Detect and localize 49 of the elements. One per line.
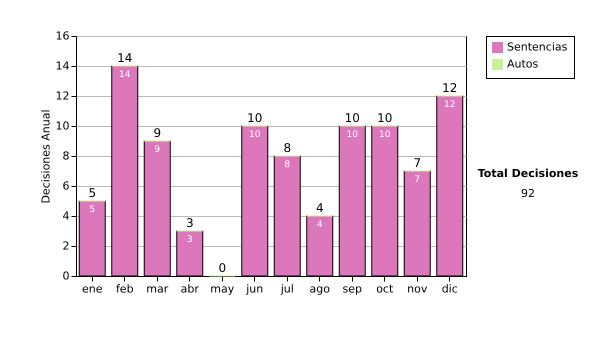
data-label: 5 xyxy=(89,205,96,215)
x-tick-label: feb xyxy=(116,282,134,296)
data-label: 8 xyxy=(284,160,290,170)
data-label: 10 xyxy=(379,130,391,140)
total-label: 7 xyxy=(413,156,422,170)
x-tick-label: ene xyxy=(82,282,103,296)
x-tick-label: nov xyxy=(407,282,428,296)
total-label: 12 xyxy=(442,81,458,95)
x-tick-label: may xyxy=(210,282,235,296)
x-tick-label: mar xyxy=(146,282,169,296)
total-label: 10 xyxy=(377,111,392,125)
data-label: 3 xyxy=(186,235,193,245)
total-label: 4 xyxy=(316,201,324,215)
total-label: 10 xyxy=(344,111,360,125)
x-tick-label: jul xyxy=(280,282,294,296)
y-tick-label: 6 xyxy=(62,180,70,192)
x-tick-label: dic xyxy=(442,282,458,296)
y-tick-label: 2 xyxy=(62,240,70,252)
legend-label: Autos xyxy=(507,58,539,70)
total-label: 3 xyxy=(186,216,194,230)
data-label: 7 xyxy=(414,175,420,185)
x-tick-label: abr xyxy=(180,282,200,296)
x-tick-label: oct xyxy=(376,282,394,296)
legend-label: Sentencias xyxy=(507,40,568,54)
total-label: 8 xyxy=(283,141,292,155)
text: 92 xyxy=(521,187,535,200)
y-tick-label: 10 xyxy=(56,120,70,132)
data-label: 14 xyxy=(119,70,131,80)
data-label: 4 xyxy=(316,220,323,230)
total-label: 10 xyxy=(247,111,262,125)
total-label: 9 xyxy=(153,126,162,140)
y-tick-label: 16 xyxy=(56,30,70,42)
y-tick-label: 12 xyxy=(56,90,70,102)
total-label: 0 xyxy=(218,261,226,275)
y-tick-label: 0 xyxy=(62,270,70,282)
data-label: 9 xyxy=(154,145,160,155)
data-label: 10 xyxy=(249,130,261,140)
x-tick-label: ago xyxy=(310,282,330,296)
data-label: 10 xyxy=(346,130,358,140)
x-tick-label: jun xyxy=(245,282,264,296)
data-label: 12 xyxy=(444,100,456,110)
y-tick-label: 8 xyxy=(62,150,70,162)
y-tick-label: 4 xyxy=(62,210,70,222)
x-tick-label: sep xyxy=(342,282,362,296)
y-tick-label: 14 xyxy=(56,60,70,72)
text: Total Decisiones xyxy=(478,167,579,180)
total-label: 5 xyxy=(88,186,96,200)
total-label: 14 xyxy=(117,51,132,65)
y-axis-title: Decisiones Anual xyxy=(40,109,53,204)
